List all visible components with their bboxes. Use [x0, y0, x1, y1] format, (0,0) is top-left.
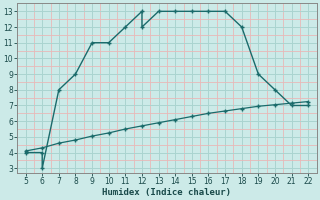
X-axis label: Humidex (Indice chaleur): Humidex (Indice chaleur): [102, 188, 231, 197]
